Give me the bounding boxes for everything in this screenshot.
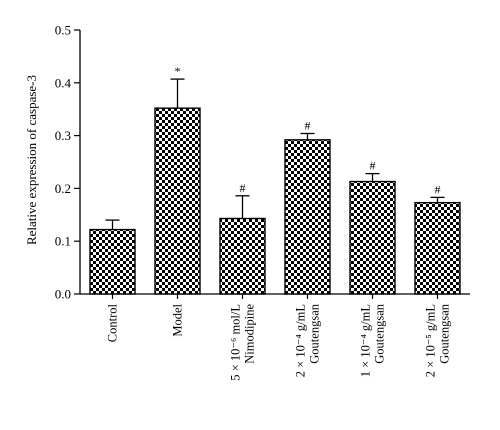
bar <box>89 228 136 295</box>
significance-marker: * <box>175 64 181 78</box>
x-tick-label: 5 × 10⁻⁶ mol/L <box>229 304 243 381</box>
x-tick-label: 2 × 10⁻⁴ g/mL <box>294 304 308 377</box>
x-tick-label: Model <box>171 303 185 336</box>
y-tick-label: 0.0 <box>55 287 71 302</box>
x-tick-label: Goutengsan <box>373 303 387 363</box>
significance-marker: # <box>435 182 441 196</box>
x-tick-label: 1 × 10⁻⁴ g/mL <box>359 304 373 377</box>
significance-marker: # <box>305 118 311 132</box>
x-tick-label: Control <box>106 303 120 342</box>
x-tick-label: Nimodipine <box>243 304 257 364</box>
significance-marker: # <box>370 159 376 173</box>
y-tick-label: 0.2 <box>55 181 71 196</box>
y-tick-label: 0.5 <box>55 23 71 38</box>
x-tick-label: 2 × 10⁻⁵ g/mL <box>424 304 438 377</box>
y-tick-label: 0.4 <box>55 75 72 90</box>
x-tick-label: Goutengsan <box>438 303 452 363</box>
bar <box>349 180 396 295</box>
bar <box>154 107 201 295</box>
bar <box>284 139 331 295</box>
significance-marker: # <box>240 181 246 195</box>
y-tick-label: 0.3 <box>55 128 71 143</box>
x-tick-label: Goutengsan <box>308 303 322 363</box>
y-axis-label: Relative expression of caspase-3 <box>24 75 39 245</box>
y-tick-label: 0.1 <box>55 234 71 249</box>
bar <box>219 217 266 295</box>
plot-area: 0.0 0.1 0.2 0.3 0.4 0.5 Control * Model #5 × 10⁻⁶… <box>55 23 470 381</box>
bar <box>414 201 461 295</box>
